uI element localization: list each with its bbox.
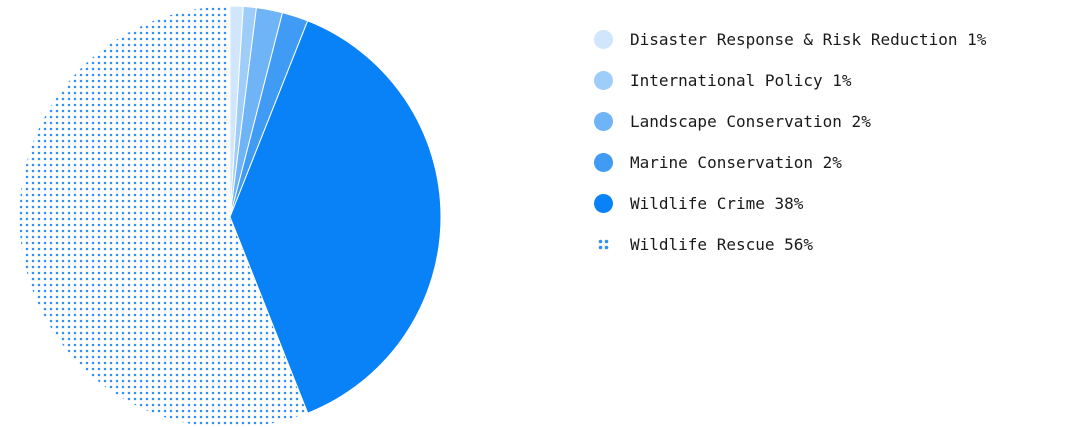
legend-item-wildlife-rescue[interactable]: Wildlife Rescue 56%	[594, 234, 986, 254]
legend-swatch-wildlife-rescue	[598, 239, 609, 249]
legend-swatch-disaster-response-and-risk-reduction	[594, 29, 613, 49]
legend-label-landscape-conservation: Landscape Conservation 2%	[630, 111, 871, 131]
chart-legend: Disaster Response & Risk Reduction 1% Int…	[594, 29, 986, 275]
legend-label-international-policy: International Policy 1%	[630, 70, 852, 90]
legend-item-landscape-conservation[interactable]: Landscape Conservation 2%	[594, 111, 986, 131]
legend-label-marine-conservation: Marine Conservation 2%	[630, 152, 842, 172]
legend-item-international-policy[interactable]: International Policy 1%	[594, 70, 986, 90]
legend-label-wildlife-crime: Wildlife Crime 38%	[630, 193, 804, 213]
legend-swatch-marine-conservation	[594, 152, 613, 172]
legend-label-disaster-response-and-risk-reduction: Disaster Response & Risk Reduction 1%	[630, 29, 987, 49]
pie-slice-wildlife-crime[interactable]	[229, 20, 442, 414]
pie-slices	[18, 5, 442, 427]
legend-swatch-wildlife-crime	[594, 193, 613, 213]
legend-item-marine-conservation[interactable]: Marine Conservation 2%	[594, 152, 986, 172]
pie-slice-wildlife-rescue[interactable]	[18, 5, 309, 427]
legend-label-wildlife-rescue: Wildlife Rescue 56%	[630, 234, 814, 254]
legend-item-disaster-response-and-risk-reduction[interactable]: Disaster Response & Risk Reduction 1%	[594, 29, 986, 49]
legend-item-wildlife-crime[interactable]: Wildlife Crime 38%	[594, 193, 986, 213]
legend-swatch-landscape-conservation	[594, 111, 613, 131]
legend-swatch-international-policy	[594, 70, 613, 90]
